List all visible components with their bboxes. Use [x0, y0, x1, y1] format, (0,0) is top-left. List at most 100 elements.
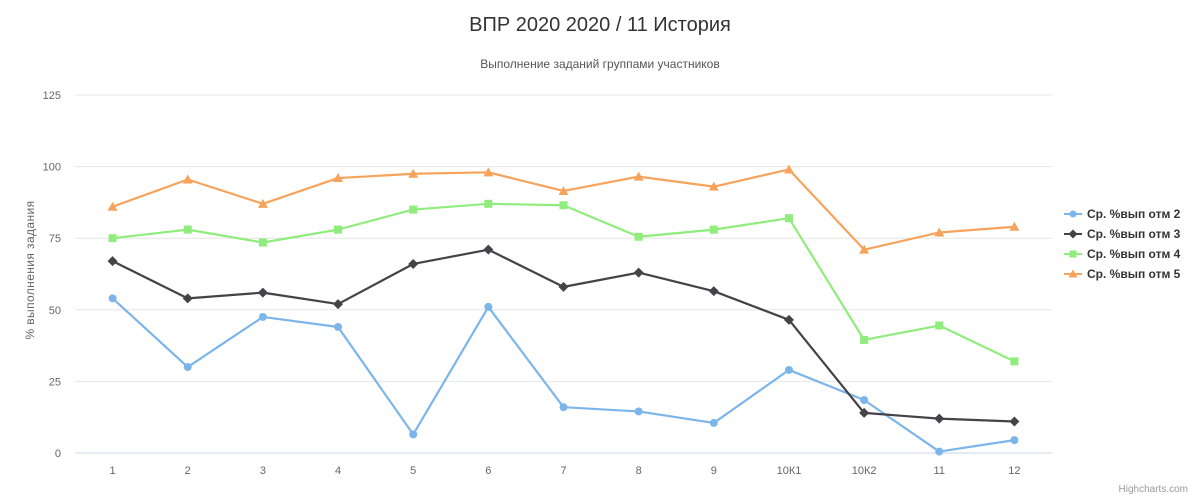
- data-point[interactable]: [1010, 357, 1019, 366]
- series-line[interactable]: [111, 297, 1016, 453]
- series-1[interactable]: [108, 294, 1019, 456]
- data-point[interactable]: [708, 286, 719, 297]
- grid-lines: [75, 94, 1052, 454]
- data-point[interactable]: [408, 168, 419, 178]
- data-point[interactable]: [859, 407, 870, 418]
- data-point[interactable]: [709, 418, 718, 427]
- data-point[interactable]: [708, 181, 719, 191]
- y-tick-label: 50: [49, 305, 61, 317]
- x-tick-label: 2: [185, 465, 191, 477]
- data-point[interactable]: [860, 335, 869, 344]
- data-point[interactable]: [258, 312, 267, 321]
- series-line[interactable]: [111, 248, 1016, 423]
- y-tick-label: 75: [49, 233, 61, 245]
- x-tick-label: 10К1: [777, 465, 802, 477]
- data-point[interactable]: [783, 164, 794, 174]
- data-point[interactable]: [257, 287, 268, 298]
- data-point[interactable]: [784, 214, 793, 223]
- data-point[interactable]: [108, 234, 117, 243]
- legend-symbol: [1064, 250, 1082, 258]
- x-tick-label: 10К2: [852, 465, 877, 477]
- y-tick-label: 125: [43, 90, 61, 102]
- legend-label: Ср. %вып отм 5: [1087, 267, 1181, 281]
- x-tick-label: 9: [711, 465, 717, 477]
- data-point[interactable]: [484, 199, 493, 208]
- data-point[interactable]: [333, 173, 344, 183]
- data-point[interactable]: [935, 321, 944, 330]
- data-point[interactable]: [633, 171, 644, 181]
- legend-symbol: [1064, 210, 1082, 218]
- data-point[interactable]: [334, 322, 343, 331]
- legend-item[interactable]: Ср. %вып отм 5: [1064, 264, 1180, 284]
- data-point[interactable]: [183, 225, 192, 234]
- data-point[interactable]: [934, 413, 945, 424]
- y-tick-label: 0: [55, 448, 61, 460]
- x-tick-label: 6: [485, 465, 491, 477]
- x-tick-label: 1: [110, 465, 116, 477]
- data-point[interactable]: [333, 299, 344, 310]
- legend-item[interactable]: Ср. %вып отм 3: [1064, 224, 1180, 244]
- data-point[interactable]: [408, 258, 419, 269]
- data-point[interactable]: [107, 201, 118, 211]
- data-point[interactable]: [483, 167, 494, 177]
- data-point[interactable]: [559, 403, 568, 412]
- data-point[interactable]: [860, 396, 869, 405]
- series-4[interactable]: [107, 164, 1020, 254]
- x-tick-label: 11: [934, 465, 945, 477]
- y-tick-label: 100: [43, 162, 61, 174]
- data-point[interactable]: [484, 302, 493, 311]
- series-group: [107, 164, 1020, 456]
- data-point[interactable]: [633, 267, 644, 278]
- data-point[interactable]: [483, 244, 494, 255]
- data-point[interactable]: [182, 174, 193, 184]
- x-tick-label: 3: [260, 465, 266, 477]
- data-point[interactable]: [334, 225, 343, 234]
- x-tick-labels: 1 2 3 4 5 6 7 8 9 10К1 10К2 11 12: [110, 465, 1021, 477]
- data-point[interactable]: [409, 205, 418, 214]
- legend-label: Ср. %вып отм 4: [1087, 247, 1181, 261]
- data-point[interactable]: [934, 227, 945, 237]
- chart-title: ВПР 2020 2020 / 11 История: [469, 14, 731, 36]
- x-tick-label: 12: [1008, 465, 1020, 477]
- y-tick-label: 25: [49, 376, 61, 388]
- x-tick-label: 4: [335, 465, 341, 477]
- legend-symbol: [1064, 229, 1082, 239]
- data-point[interactable]: [1009, 416, 1020, 427]
- data-point[interactable]: [409, 430, 418, 439]
- data-point[interactable]: [859, 244, 870, 254]
- x-tick-label: 7: [560, 465, 566, 477]
- series-2[interactable]: [107, 244, 1020, 427]
- data-point[interactable]: [709, 225, 718, 234]
- legend-item[interactable]: Ср. %вып отм 4: [1064, 244, 1180, 264]
- data-point[interactable]: [1009, 221, 1020, 231]
- data-point[interactable]: [107, 256, 118, 267]
- data-point[interactable]: [634, 232, 643, 241]
- data-point[interactable]: [784, 365, 793, 374]
- legend-symbol: [1064, 269, 1082, 278]
- data-point[interactable]: [257, 198, 268, 208]
- data-point[interactable]: [558, 281, 569, 292]
- data-point[interactable]: [558, 185, 569, 195]
- legend-label: Ср. %вып отм 3: [1087, 227, 1181, 241]
- y-tick-labels: 0 25 50 75 100 125: [43, 90, 61, 460]
- series-3[interactable]: [108, 199, 1019, 366]
- x-tick-label: 5: [410, 465, 416, 477]
- series-line[interactable]: [111, 168, 1016, 251]
- data-point[interactable]: [183, 363, 192, 372]
- credits-link[interactable]: Highcharts.com: [1118, 484, 1188, 495]
- data-point[interactable]: [783, 314, 794, 325]
- data-point[interactable]: [258, 238, 267, 247]
- legend: Ср. %вып отм 2 Ср. %вып отм 3 Ср. %вып отм…: [1064, 204, 1180, 284]
- data-point[interactable]: [182, 293, 193, 304]
- data-point[interactable]: [1010, 436, 1019, 445]
- data-point[interactable]: [935, 447, 944, 456]
- x-tick-label: 8: [636, 465, 642, 477]
- data-point[interactable]: [559, 201, 568, 210]
- legend-item[interactable]: Ср. %вып отм 2: [1064, 204, 1180, 224]
- data-point[interactable]: [108, 294, 117, 303]
- chart-subtitle: Выполнение заданий группами участников: [480, 57, 720, 71]
- legend-label: Ср. %вып отм 2: [1087, 207, 1181, 221]
- data-point[interactable]: [634, 407, 643, 416]
